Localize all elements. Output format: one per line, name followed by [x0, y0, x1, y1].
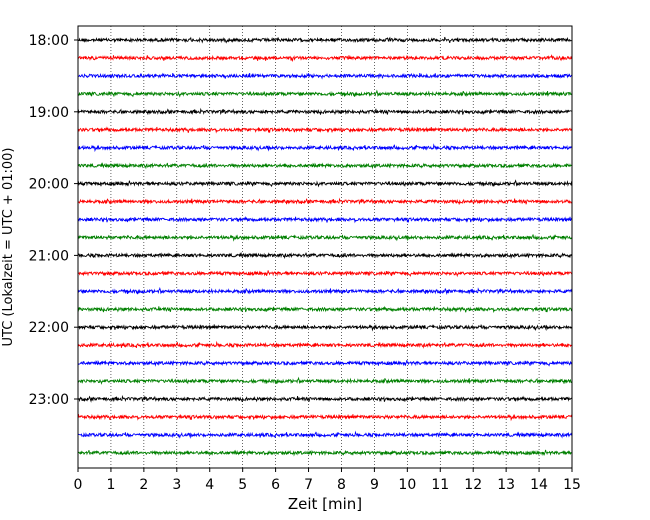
trace-line: [77, 197, 573, 205]
trace-line: [77, 449, 573, 457]
x-tick-label: 9: [370, 477, 379, 493]
trace-line: [77, 143, 573, 153]
x-tick-label: 4: [205, 477, 214, 493]
trace-line: [77, 36, 573, 44]
trace-line: [77, 54, 573, 63]
trace-line: [77, 72, 573, 80]
trace-line: [77, 430, 573, 439]
x-tick-label: 13: [497, 477, 515, 493]
trace-line: [77, 126, 573, 134]
x-tick-label: 10: [398, 477, 416, 493]
trace-line: [77, 305, 573, 314]
x-tick-label: 15: [563, 477, 581, 493]
trace-line: [77, 251, 573, 260]
trace-line: [77, 162, 573, 170]
x-tick-label: 7: [304, 477, 313, 493]
seismic-traces: [77, 36, 573, 457]
x-tick-label: 3: [172, 477, 181, 493]
y-tick-label: 18:00: [29, 33, 69, 49]
x-tick-label: 2: [139, 477, 148, 493]
x-axis-label: Zeit [min]: [288, 495, 362, 513]
y-tick-label: 22:00: [29, 320, 69, 336]
x-tick-label: 1: [106, 477, 115, 493]
y-tick-label: 19:00: [29, 105, 69, 121]
y-tick-label: 20:00: [29, 177, 69, 193]
trace-line: [77, 324, 573, 332]
trace-line: [77, 376, 573, 385]
x-axis-ticks: 0 1 2 3 4 5 6 7 8 9 10 11 12 13 14 15: [74, 468, 581, 493]
trace-line: [77, 286, 573, 296]
x-tick-label: 6: [271, 477, 280, 493]
x-tick-label: 8: [337, 477, 346, 493]
trace-line: [77, 270, 573, 278]
trace-line: [77, 107, 573, 116]
y-tick-label: 23:00: [29, 392, 69, 408]
y-axis-label: UTC (Lokalzeit = UTC + 01:00): [1, 148, 16, 347]
x-tick-label: 0: [74, 477, 83, 493]
plot-frame: [77, 25, 573, 469]
trace-line: [77, 234, 573, 242]
trace-line: [77, 340, 573, 349]
x-tick-label: 11: [431, 477, 449, 493]
trace-line: [77, 179, 573, 188]
y-tick-label: 21:00: [29, 248, 69, 264]
x-tick-label: 14: [530, 477, 548, 493]
trace-line: [77, 413, 573, 422]
x-tick-label: 5: [238, 477, 247, 493]
trace-line: [77, 216, 573, 224]
trace-line: [77, 359, 573, 367]
trace-line: [77, 394, 573, 403]
trace-line: [77, 89, 573, 98]
y-axis-ticks: 18:00 19:00 20:00 21:00 22:00 23:00: [29, 33, 78, 408]
x-tick-label: 12: [464, 477, 482, 493]
